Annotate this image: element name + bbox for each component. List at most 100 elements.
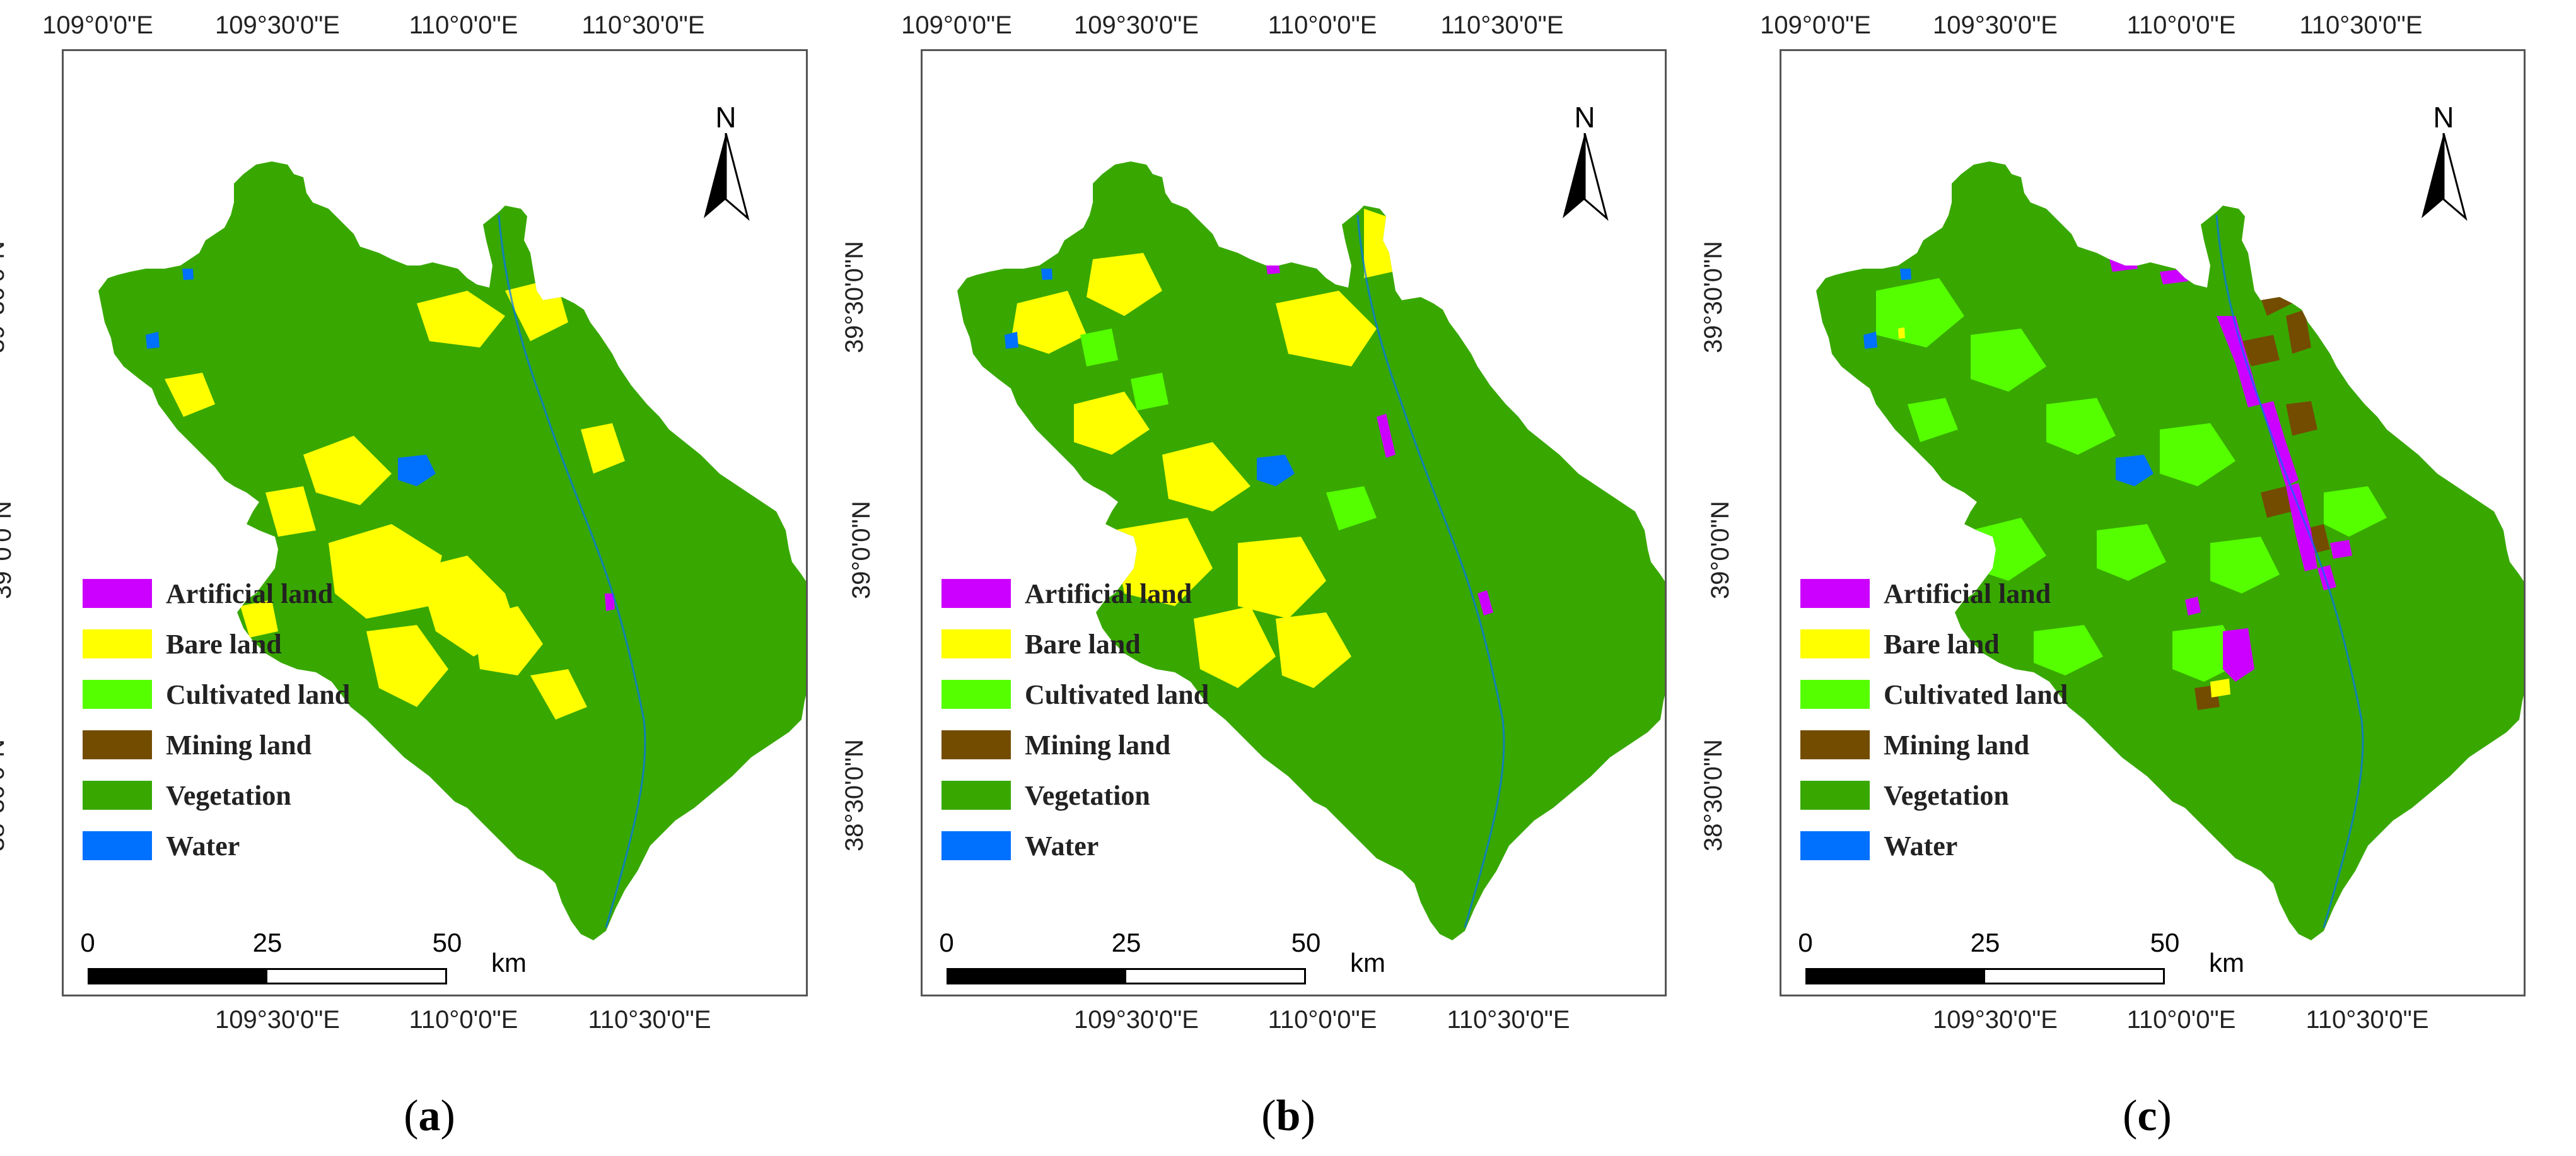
longitude-label-bottom: 110°30'0"E xyxy=(2305,1006,2429,1034)
land-patch-water xyxy=(1863,332,1877,349)
land-patch-artificial-land xyxy=(2217,316,2261,407)
longitude-label-top: 110°0'0"E xyxy=(2126,11,2236,39)
latitude-label-left: 38°30'0"N xyxy=(841,739,869,851)
legend-label: Bare land xyxy=(1025,628,1141,660)
longitude-label-top: 109°0'0"E xyxy=(901,11,1012,39)
land-patch-artificial-land xyxy=(1266,264,1280,274)
land-patch-bare-land xyxy=(1011,291,1087,354)
longitude-label-top: 109°30'0"E xyxy=(1074,11,1199,39)
land-patch-bare-land xyxy=(165,373,215,417)
map-panel-a: 109°0'0"E 109°30'0"E 110°0'0"E 110°30'0"E 10… xyxy=(0,0,859,1156)
latitude-label-left: 39°30'0"N xyxy=(841,241,869,353)
land-patch-bare-land xyxy=(1364,209,1392,278)
longitude-label-bottom: 110°30'0"E xyxy=(1447,1006,1570,1034)
land-patch-bare-land xyxy=(1194,606,1276,688)
scale-bar: 0 25 50 km xyxy=(1798,928,2254,991)
river-line xyxy=(2215,214,2364,928)
scale-bar: 0 25 50 km xyxy=(939,928,1396,991)
land-patch-bare-land xyxy=(1162,442,1250,511)
land-patch-artificial-land xyxy=(1377,414,1396,458)
longitude-label-top: 110°30'0"E xyxy=(2299,11,2423,39)
legend-swatch xyxy=(83,579,152,608)
legend-swatch xyxy=(941,680,1011,709)
map-frame: N Artificial land Bare land Cultivated land… xyxy=(62,49,808,996)
legend-item: Water xyxy=(941,820,1209,871)
land-patch-cultivated-land xyxy=(2046,398,2116,455)
scale-bar-white-segment xyxy=(1124,968,1306,984)
latitude-label-left: 39°0'0"N xyxy=(1706,501,1735,599)
scale-unit: km xyxy=(491,948,527,978)
legend-item: Artificial land xyxy=(941,568,1209,619)
legend-swatch xyxy=(1800,730,1870,759)
scale-bar-white-segment xyxy=(265,968,447,984)
legend-label: Artificial land xyxy=(1884,578,2051,609)
legend-item: Water xyxy=(83,820,350,871)
caption-close: ) xyxy=(2157,1092,2172,1140)
latitude-label-left: 39°30'0"N xyxy=(0,241,10,353)
land-patch-cultivated-land xyxy=(2034,625,2103,675)
land-patch-cultivated-land xyxy=(1131,373,1169,411)
land-patch-cultivated-land xyxy=(1326,486,1377,530)
legend-label: Vegetation xyxy=(1025,779,1150,811)
longitude-label-top: 109°0'0"E xyxy=(1760,11,1871,39)
land-patch-bare-land xyxy=(303,436,392,505)
land-patch-bare-land xyxy=(474,606,543,675)
scale-tick-label: 0 xyxy=(1798,928,1813,957)
scale-tick-label: 50 xyxy=(1291,928,1321,957)
legend-item: Bare land xyxy=(1800,619,2068,669)
scale-unit: km xyxy=(1350,948,1385,978)
legend-label: Mining land xyxy=(1025,729,1171,761)
scale-bar-black-segment xyxy=(947,968,1126,984)
land-use-map xyxy=(1816,161,2524,940)
longitude-label-bottom: 110°0'0"E xyxy=(1268,1006,1377,1034)
land-patch-bare-land xyxy=(1238,537,1326,619)
scale-bar-black-segment xyxy=(88,968,267,984)
legend-item: Bare land xyxy=(83,619,350,669)
land-patch-water xyxy=(146,332,160,349)
land-patch-bare-land xyxy=(2210,679,2230,698)
land-patch-bare-land xyxy=(329,524,442,619)
caption-close: ) xyxy=(440,1092,455,1140)
caption-open: ( xyxy=(404,1092,419,1140)
longitude-label-bottom: 109°30'0"E xyxy=(1933,1006,2058,1034)
latitude-label-left: 38°30'0"N xyxy=(0,739,10,851)
legend-label: Vegetation xyxy=(166,779,291,811)
panel-caption: (c) xyxy=(1718,1091,2576,1141)
longitude-label-top: 110°0'0"E xyxy=(409,11,518,39)
latitude-label-left: 39°0'0"N xyxy=(848,501,876,599)
land-patch-bare-land xyxy=(1898,327,1905,339)
legend: Artificial land Bare land Cultivated land M… xyxy=(1800,568,2068,871)
caption-letter: b xyxy=(1276,1092,1301,1140)
longitude-label-top: 109°30'0"E xyxy=(1933,11,2058,39)
longitude-label-top: 109°30'0"E xyxy=(215,11,340,39)
legend-label: Mining land xyxy=(166,729,312,761)
map-panel-c: 109°0'0"E 109°30'0"E 110°0'0"E 110°30'0"E 10… xyxy=(1699,0,2576,1156)
land-patch-water xyxy=(1041,269,1052,280)
legend-swatch xyxy=(83,629,152,658)
legend-label: Water xyxy=(166,830,240,861)
longitude-label-bottom: 110°30'0"E xyxy=(588,1006,711,1034)
land-patch-mining-land xyxy=(2286,310,2311,354)
land-patch-bare-land xyxy=(265,486,316,537)
legend-item: Cultivated land xyxy=(941,669,1209,720)
land-patch-bare-land xyxy=(1276,612,1351,688)
longitude-label-bottom: 109°30'0"E xyxy=(215,1006,340,1034)
legend-item: Vegetation xyxy=(941,770,1209,820)
legend-swatch xyxy=(1800,629,1870,658)
land-patch-bare-land xyxy=(1074,392,1150,455)
land-patch-bare-land xyxy=(1112,518,1213,606)
land-patch-artificial-land xyxy=(2261,401,2299,486)
land-patch-water xyxy=(1257,455,1295,486)
legend-label: Cultivated land xyxy=(1025,679,1209,710)
legend-label: Bare land xyxy=(166,628,282,660)
legend-item: Water xyxy=(1800,820,2068,871)
legend: Artificial land Bare land Cultivated land M… xyxy=(83,568,350,871)
legend-label: Mining land xyxy=(1884,729,2030,761)
land-patch-artificial-land xyxy=(1477,590,1493,616)
land-patch-water xyxy=(182,269,194,280)
legend-label: Vegetation xyxy=(1884,779,2009,811)
legend-item: Cultivated land xyxy=(83,669,350,720)
land-patch-mining-land xyxy=(2261,486,2292,518)
map-frame: N Artificial land Bare land Cultivated land… xyxy=(921,49,1667,996)
legend-label: Water xyxy=(1884,830,1958,861)
